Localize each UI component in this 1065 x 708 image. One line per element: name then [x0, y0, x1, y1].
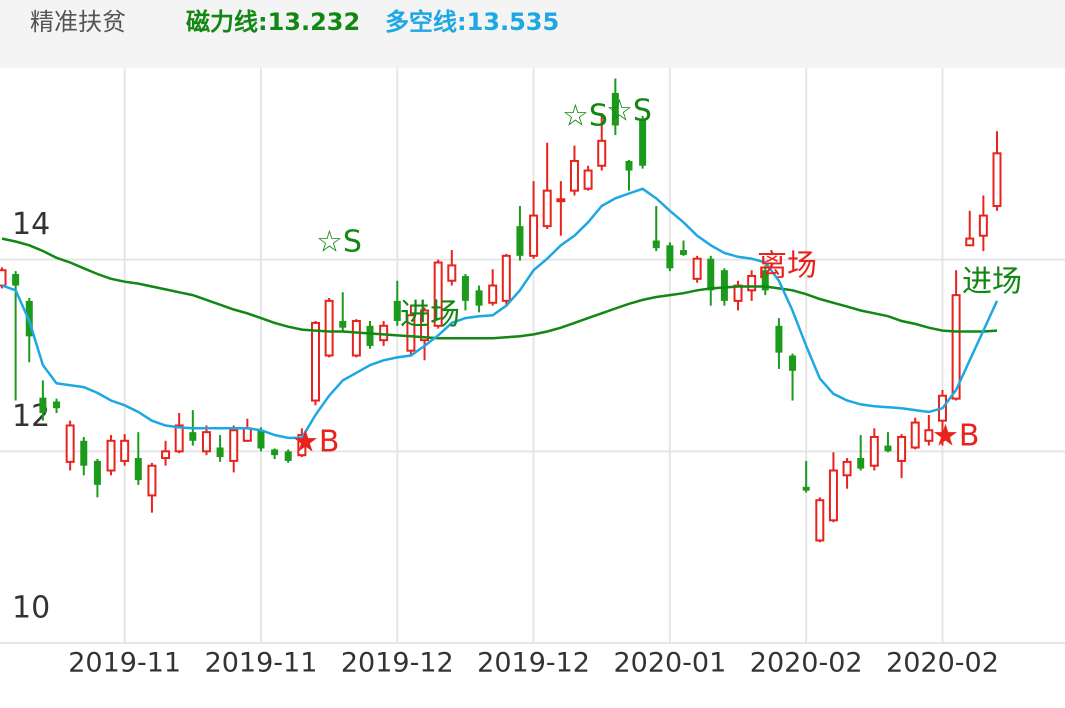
- candle-body: [556, 198, 566, 203]
- candle-body: [692, 257, 702, 280]
- candle-body: [80, 440, 88, 466]
- candle-body: [53, 401, 61, 409]
- signal-annotation: ☆S: [562, 99, 608, 134]
- candle-body: [174, 424, 184, 453]
- candle-body: [488, 284, 498, 304]
- candle-body: [992, 152, 1002, 208]
- candle-body: [420, 309, 430, 342]
- candle-body: [406, 314, 416, 352]
- candle-body: [433, 261, 443, 327]
- candle-body: [569, 159, 579, 192]
- candle-body: [366, 325, 374, 346]
- candle-body: [0, 269, 7, 287]
- candle-body: [501, 254, 511, 302]
- candle-body: [680, 250, 688, 255]
- signal-annotation: ☆S: [316, 225, 362, 260]
- candle-body: [134, 458, 142, 481]
- chart-title: 精准扶贫: [30, 8, 126, 36]
- candle-body: [201, 431, 211, 453]
- y-tick-label: 10: [12, 591, 50, 626]
- candle-body: [297, 434, 307, 457]
- candle-body: [802, 486, 810, 491]
- candle-body: [924, 429, 934, 442]
- candle-body: [257, 430, 265, 449]
- candle-body: [147, 464, 157, 497]
- candle-body: [284, 451, 292, 461]
- candle-body: [529, 214, 539, 257]
- candle-body: [625, 160, 633, 171]
- candle-body: [216, 447, 224, 458]
- candle-body: [351, 320, 361, 357]
- indicator-line: [1, 237, 998, 340]
- candle-body: [897, 435, 907, 462]
- signal-annotation: ★B: [932, 419, 979, 454]
- candle-body: [447, 264, 457, 282]
- legend-entry: 磁力线:13.232: [186, 8, 360, 36]
- candle-body: [775, 325, 783, 353]
- candle-body: [229, 429, 239, 462]
- candle-body: [324, 299, 334, 357]
- candle-body: [910, 421, 920, 449]
- candle-body: [339, 321, 347, 328]
- signal-annotation: ☆S: [606, 94, 652, 129]
- candle-body: [242, 427, 252, 442]
- candle-body: [857, 458, 865, 469]
- x-tick-label: 2019-11: [68, 648, 181, 679]
- candle-body: [310, 321, 320, 402]
- signal-annotation: 进场: [962, 265, 1022, 300]
- candle-body: [869, 435, 879, 467]
- candle-body: [815, 499, 825, 542]
- candle-body: [393, 300, 401, 321]
- indicator-line: [1, 187, 999, 440]
- candle-body: [39, 397, 47, 413]
- candle-body: [761, 270, 769, 291]
- candle-body: [65, 424, 75, 463]
- candle-body: [789, 355, 797, 371]
- candle-body: [461, 275, 469, 301]
- candle-body: [161, 450, 171, 460]
- candle-body: [12, 274, 20, 286]
- candle-body: [271, 449, 279, 456]
- candle-body: [828, 469, 838, 522]
- candle-body: [652, 240, 660, 249]
- candle-body: [516, 226, 524, 256]
- candle-body: [379, 324, 389, 342]
- signal-annotation: ★B: [292, 425, 339, 460]
- x-tick-label: 2020-02: [886, 648, 999, 679]
- candle-body: [597, 139, 607, 167]
- candle-body: [639, 118, 647, 166]
- candle-body: [978, 214, 988, 237]
- candle-body: [93, 460, 101, 485]
- x-tick-label: 2019-12: [341, 648, 454, 679]
- candle-body: [475, 290, 483, 306]
- y-tick-label: 14: [12, 207, 50, 242]
- candle-body: [611, 92, 619, 126]
- candle-body: [951, 294, 961, 400]
- candle-body: [666, 245, 674, 269]
- x-tick-label: 2020-02: [750, 648, 863, 679]
- x-tick-label: 2019-12: [477, 648, 590, 679]
- x-tick-label: 2019-11: [205, 648, 318, 679]
- candle-body: [842, 460, 852, 477]
- candle-body: [106, 439, 116, 472]
- candle-body: [120, 439, 130, 462]
- candle-body: [884, 445, 892, 452]
- header-bar: [0, 0, 1065, 68]
- candle-body: [747, 274, 757, 292]
- signal-annotation: 进场: [400, 298, 460, 333]
- candle-body: [965, 237, 975, 247]
- signal-annotation: 离场: [757, 249, 817, 284]
- candle-body: [189, 432, 197, 441]
- x-tick-label: 2020-01: [613, 648, 726, 679]
- candle-body: [720, 270, 728, 301]
- candle-body: [542, 189, 552, 228]
- candle-body: [583, 169, 593, 190]
- candle-body: [707, 258, 715, 291]
- legend-entry: 多空线:13.535: [385, 8, 559, 36]
